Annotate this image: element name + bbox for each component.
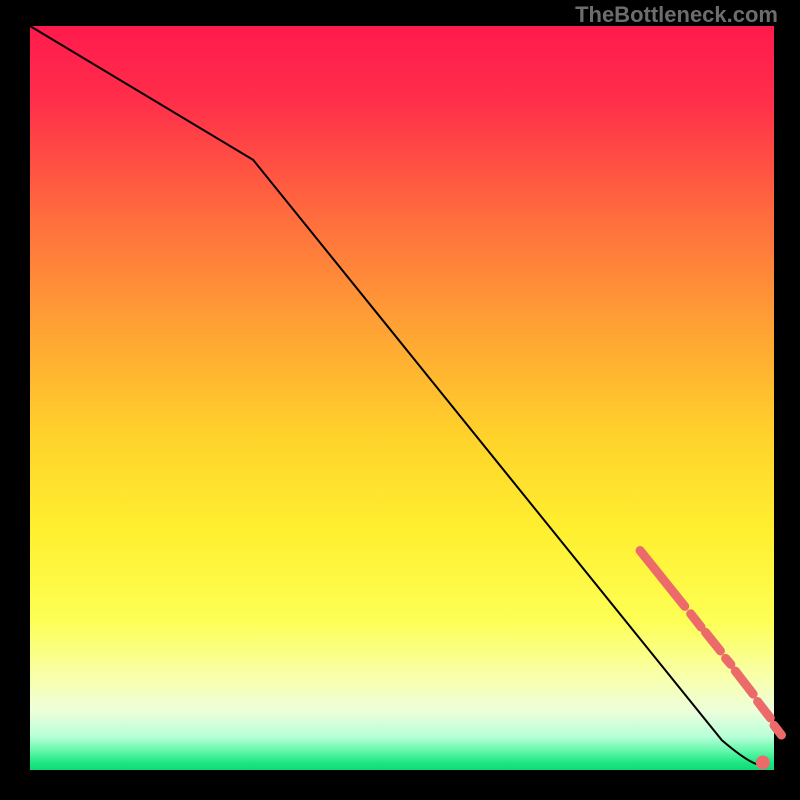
main-curve xyxy=(30,26,759,765)
dash-segment xyxy=(726,658,731,664)
plot-area xyxy=(30,26,774,770)
dash-segment xyxy=(735,671,753,694)
watermark-text: TheBottleneck.com xyxy=(575,2,778,28)
chart-svg xyxy=(30,26,774,770)
dash-overlay xyxy=(640,551,781,736)
dash-segment xyxy=(706,632,721,651)
dash-segment xyxy=(774,725,781,735)
end-marker xyxy=(756,756,770,770)
dash-segment xyxy=(640,551,685,607)
dash-segment xyxy=(758,702,771,718)
dash-segment xyxy=(691,614,701,627)
